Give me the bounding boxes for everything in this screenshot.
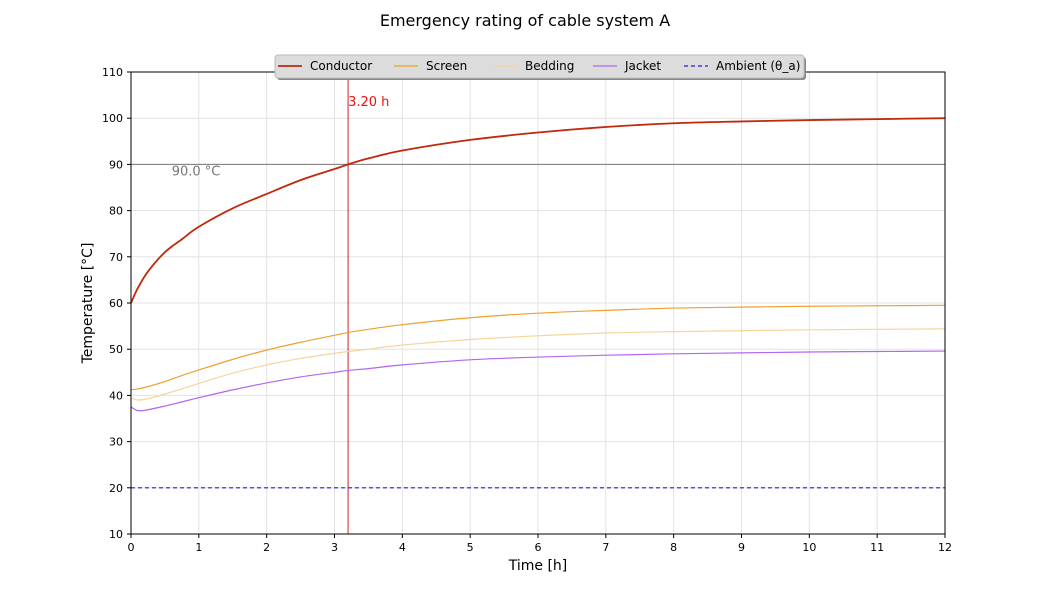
legend-label: Jacket [624,59,661,73]
series-line-conductor [130,117,946,304]
grid [130,71,946,535]
x-tick-label: 1 [195,541,202,554]
x-tick-label: 11 [870,541,884,554]
x-tick-label: 0 [128,541,135,554]
y-tick-label: 100 [102,112,123,125]
x-tick-label: 7 [602,541,609,554]
legend-label: Screen [426,59,467,73]
x-tick-label: 8 [670,541,677,554]
y-tick-label: 110 [102,66,123,79]
x-tick-label: 12 [938,541,952,554]
y-tick-label: 50 [109,343,123,356]
legend-box [274,54,805,79]
x-tick-label: 3 [331,541,338,554]
y-tick-label: 80 [109,205,123,218]
legend-label: Conductor [310,59,372,73]
x-tick-label: 9 [738,541,745,554]
y-tick-label: 90 [109,158,123,171]
x-tick-label: 5 [467,541,474,554]
y-tick-label: 10 [109,528,123,541]
y-axis-label: Temperature [°C] [80,243,96,365]
time-marker-label: 3.20 h [348,95,389,110]
series-group [130,117,946,489]
y-axis-ticks: 10 20 30 40 50 60 70 80 90 100 110 [102,66,131,541]
annotations: 90.0 °C 3.20 h [172,95,390,179]
series-line-bedding [130,328,946,401]
y-tick-label: 40 [109,389,123,402]
legend-label: Ambient (θ_a) [716,59,800,73]
reference-lines [131,72,945,534]
x-tick-label: 2 [263,541,270,554]
series-line-screen [130,304,946,391]
chart-title: Emergency rating of cable system A [380,11,670,30]
legend-label: Bedding [525,59,574,73]
y-tick-label: 30 [109,436,123,449]
threshold-label: 90.0 °C [172,164,221,179]
x-tick-label: 6 [535,541,542,554]
x-axis-ticks: 0 1 2 3 4 5 6 7 8 9 10 11 12 [128,534,952,554]
x-tick-label: 10 [802,541,816,554]
x-tick-label: 4 [399,541,406,554]
y-tick-label: 20 [109,482,123,495]
y-tick-label: 70 [109,251,123,264]
x-axis-label: Time [h] [508,558,568,574]
series-line-jacket [130,350,946,412]
y-tick-label: 60 [109,297,123,310]
legend: Conductor Screen Bedding Jacket Ambient (θ_a… [274,54,806,80]
